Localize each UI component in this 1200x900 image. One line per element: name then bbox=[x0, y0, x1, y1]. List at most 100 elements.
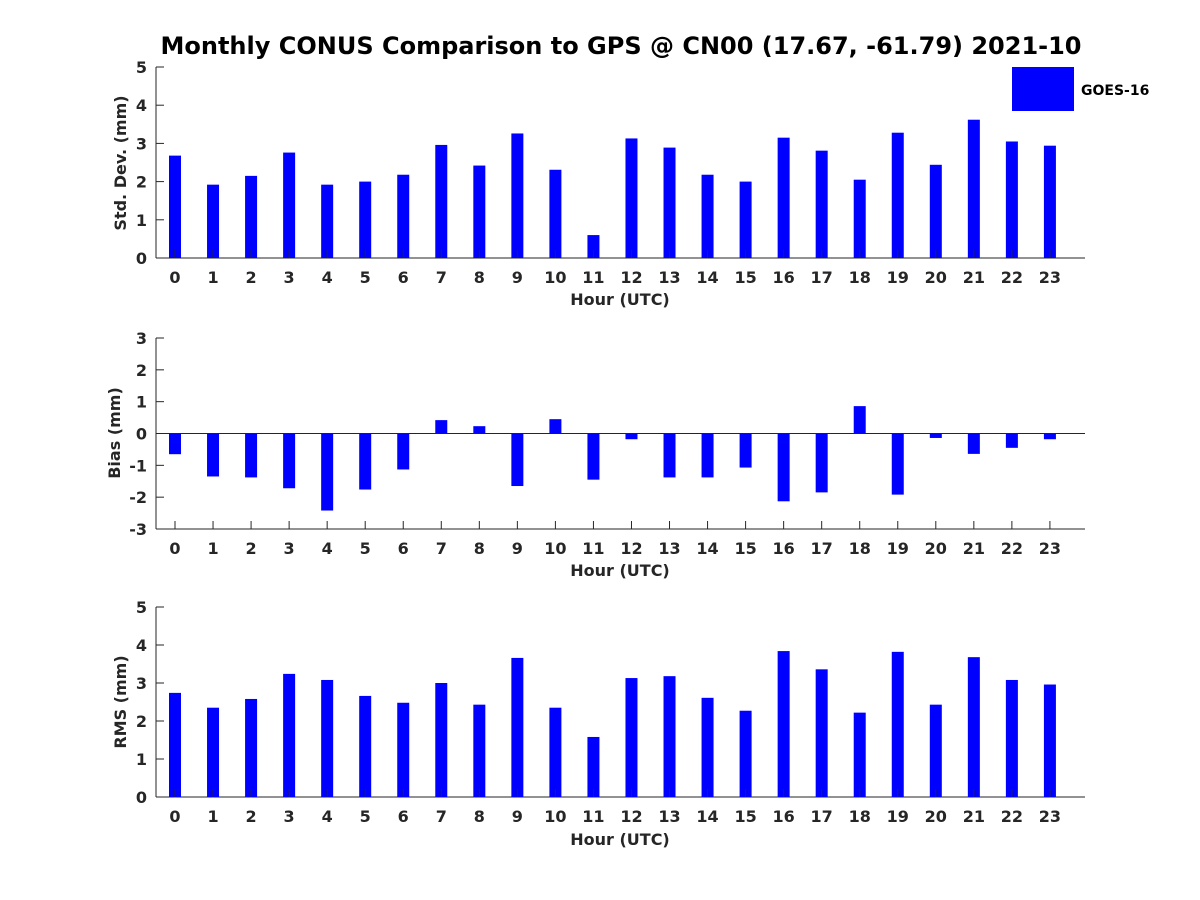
y-tick-label: 1 bbox=[136, 211, 147, 230]
y-tick-label: 2 bbox=[136, 712, 147, 731]
x-tick-label: 15 bbox=[734, 807, 756, 826]
x-tick-label: 13 bbox=[658, 268, 680, 287]
bar bbox=[283, 433, 296, 489]
x-tick-label: 21 bbox=[963, 807, 985, 826]
bar bbox=[929, 433, 942, 438]
x-tick-label: 4 bbox=[322, 268, 333, 287]
bar bbox=[739, 181, 752, 258]
bar bbox=[397, 433, 410, 470]
bar bbox=[625, 678, 638, 797]
x-tick-label: 4 bbox=[322, 539, 333, 558]
bar bbox=[321, 679, 334, 797]
x-tick-label: 14 bbox=[696, 268, 718, 287]
x-tick-label: 22 bbox=[1001, 807, 1023, 826]
bar bbox=[473, 426, 486, 434]
x-tick-label: 9 bbox=[512, 539, 523, 558]
x-tick-label: 0 bbox=[169, 539, 180, 558]
x-tick-label: 22 bbox=[1001, 539, 1023, 558]
figure-title: Monthly CONUS Comparison to GPS @ CN00 (… bbox=[161, 32, 1082, 60]
legend-label: GOES-16 bbox=[1081, 83, 1149, 99]
x-tick-label: 12 bbox=[620, 539, 642, 558]
legend: GOES-16 bbox=[1012, 67, 1149, 111]
y-tick-label: 0 bbox=[136, 425, 147, 444]
bar bbox=[245, 433, 258, 478]
bar bbox=[701, 174, 714, 258]
bar bbox=[1043, 684, 1056, 797]
y-tick-label: 5 bbox=[136, 58, 147, 77]
x-tick-label: 8 bbox=[474, 268, 485, 287]
y-axis-label: Std. Dev. (mm) bbox=[111, 95, 130, 230]
x-tick-label: 14 bbox=[696, 539, 718, 558]
bar bbox=[1005, 433, 1018, 448]
bar bbox=[625, 138, 638, 258]
bar bbox=[891, 132, 904, 258]
y-tick-label: 4 bbox=[136, 636, 147, 655]
x-tick-label: 3 bbox=[284, 807, 295, 826]
bar bbox=[1043, 433, 1056, 440]
x-tick-label: 15 bbox=[734, 268, 756, 287]
bar bbox=[169, 155, 181, 258]
x-tick-label: 8 bbox=[474, 807, 485, 826]
bar bbox=[283, 152, 296, 258]
x-tick-label: 7 bbox=[436, 539, 447, 558]
bar bbox=[929, 164, 942, 258]
bar bbox=[739, 710, 752, 797]
bar bbox=[207, 433, 220, 477]
x-tick-label: 17 bbox=[811, 807, 833, 826]
bar bbox=[587, 736, 600, 797]
bar bbox=[435, 144, 448, 258]
y-tick-label: 2 bbox=[136, 173, 147, 192]
bar bbox=[625, 433, 638, 440]
bar bbox=[891, 651, 904, 797]
bar bbox=[397, 174, 410, 258]
x-tick-label: 10 bbox=[544, 539, 566, 558]
x-tick-label: 16 bbox=[773, 807, 795, 826]
bar bbox=[511, 657, 524, 797]
x-tick-label: 2 bbox=[246, 539, 257, 558]
bar bbox=[207, 707, 220, 797]
x-tick-label: 18 bbox=[849, 807, 871, 826]
bar bbox=[967, 433, 980, 454]
x-tick-label: 17 bbox=[811, 539, 833, 558]
x-tick-label: 7 bbox=[436, 807, 447, 826]
x-tick-label: 5 bbox=[360, 807, 371, 826]
x-tick-label: 20 bbox=[925, 807, 947, 826]
x-tick-label: 12 bbox=[620, 268, 642, 287]
bar bbox=[549, 707, 562, 797]
x-axis-label: Hour (UTC) bbox=[570, 561, 670, 580]
bar bbox=[435, 420, 448, 434]
y-axis-label: Bias (mm) bbox=[105, 387, 124, 479]
bar bbox=[739, 433, 752, 468]
x-tick-label: 6 bbox=[398, 807, 409, 826]
x-tick-label: 11 bbox=[582, 807, 604, 826]
x-tick-label: 4 bbox=[322, 807, 333, 826]
bar bbox=[359, 181, 372, 258]
y-axis-label: RMS (mm) bbox=[111, 655, 130, 748]
bar bbox=[815, 150, 828, 258]
x-tick-label: 6 bbox=[398, 268, 409, 287]
bar bbox=[701, 697, 714, 797]
bar bbox=[321, 184, 334, 258]
y-tick-label: -1 bbox=[129, 456, 147, 475]
y-tick-label: 3 bbox=[136, 134, 147, 153]
bar bbox=[473, 704, 486, 797]
bar bbox=[473, 165, 486, 258]
x-tick-label: 17 bbox=[811, 268, 833, 287]
y-tick-label: 0 bbox=[136, 249, 147, 268]
x-tick-label: 23 bbox=[1039, 539, 1061, 558]
bar bbox=[321, 433, 334, 511]
x-tick-label: 9 bbox=[512, 807, 523, 826]
x-tick-label: 18 bbox=[849, 268, 871, 287]
bar bbox=[169, 433, 181, 455]
bar bbox=[283, 673, 296, 797]
x-tick-label: 19 bbox=[887, 807, 909, 826]
bar bbox=[511, 133, 524, 258]
x-tick-label: 2 bbox=[246, 268, 257, 287]
x-tick-label: 19 bbox=[887, 268, 909, 287]
bar bbox=[967, 119, 980, 258]
x-tick-label: 12 bbox=[620, 807, 642, 826]
x-tick-label: 13 bbox=[658, 539, 680, 558]
x-tick-label: 22 bbox=[1001, 268, 1023, 287]
